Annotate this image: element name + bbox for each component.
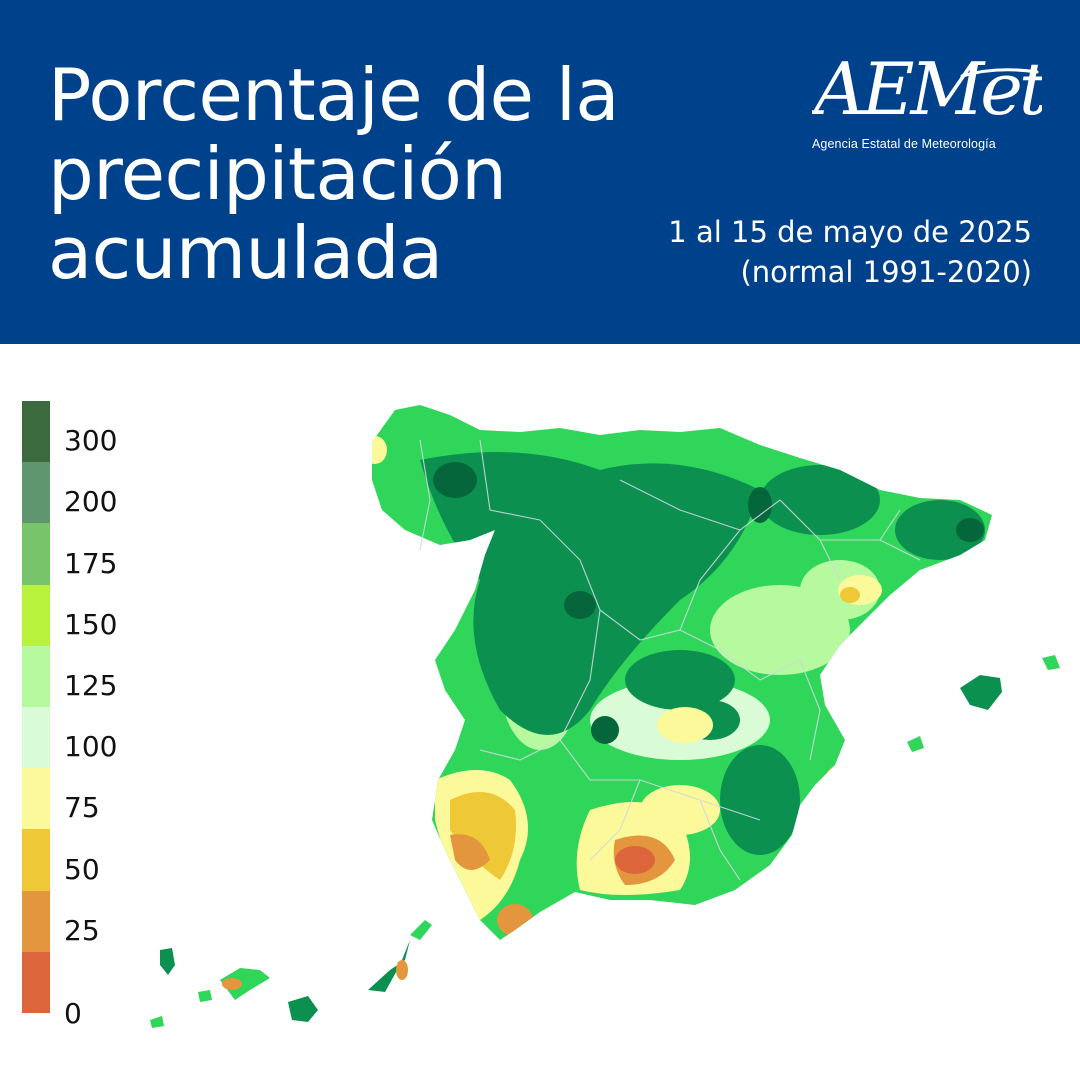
legend-label: 200 (64, 485, 118, 519)
logo-wordmark-text: AEMet (812, 48, 1042, 128)
period-normal: (normal 1991-2020) (740, 255, 1032, 289)
legend-swatch (22, 523, 50, 586)
logo-subtitle: Agencia Estatal de Meteorología (812, 137, 996, 151)
aemet-logo: AEMet (812, 48, 1042, 128)
legend-swatch (22, 829, 50, 892)
title-line-3: acumulada (48, 211, 443, 295)
legend-swatch (22, 584, 50, 647)
legend-label: 300 (64, 424, 118, 458)
legend-swatch (22, 890, 50, 953)
legend-swatch (22, 768, 50, 830)
legend-swatch (22, 462, 50, 524)
legend-colorbar (22, 401, 50, 1014)
legend-label: 25 (64, 913, 100, 947)
province-borders (419, 439, 921, 881)
precipitation-fields (372, 436, 985, 936)
legend-swatch (22, 951, 50, 1014)
period-dates: 1 al 15 de mayo de 2025 (668, 215, 1032, 249)
legend-swatch (22, 401, 50, 463)
title-line-1: Porcentaje de la (48, 53, 620, 137)
legend-label: 175 (64, 546, 118, 580)
legend-label: 150 (64, 607, 118, 641)
legend-label: 50 (64, 852, 100, 886)
balearic-islands (907, 655, 1060, 752)
canary-islands (150, 920, 432, 1028)
period-text: 1 al 15 de mayo de 2025 (normal 1991-202… (668, 212, 1032, 292)
legend-label: 75 (64, 791, 100, 825)
legend-label: 100 (64, 730, 118, 764)
map-spain-precipitation (150, 405, 1060, 1028)
legend-label: 125 (64, 669, 118, 702)
legend-swatch (22, 707, 50, 769)
title-line-2: precipitación (48, 132, 507, 216)
legend-label: 0 (64, 997, 82, 1030)
header-banner: Porcentaje de la precipitación acumulada… (0, 0, 1080, 344)
page-title: Porcentaje de la precipitación acumulada (48, 56, 648, 293)
legend-swatch (22, 645, 50, 708)
